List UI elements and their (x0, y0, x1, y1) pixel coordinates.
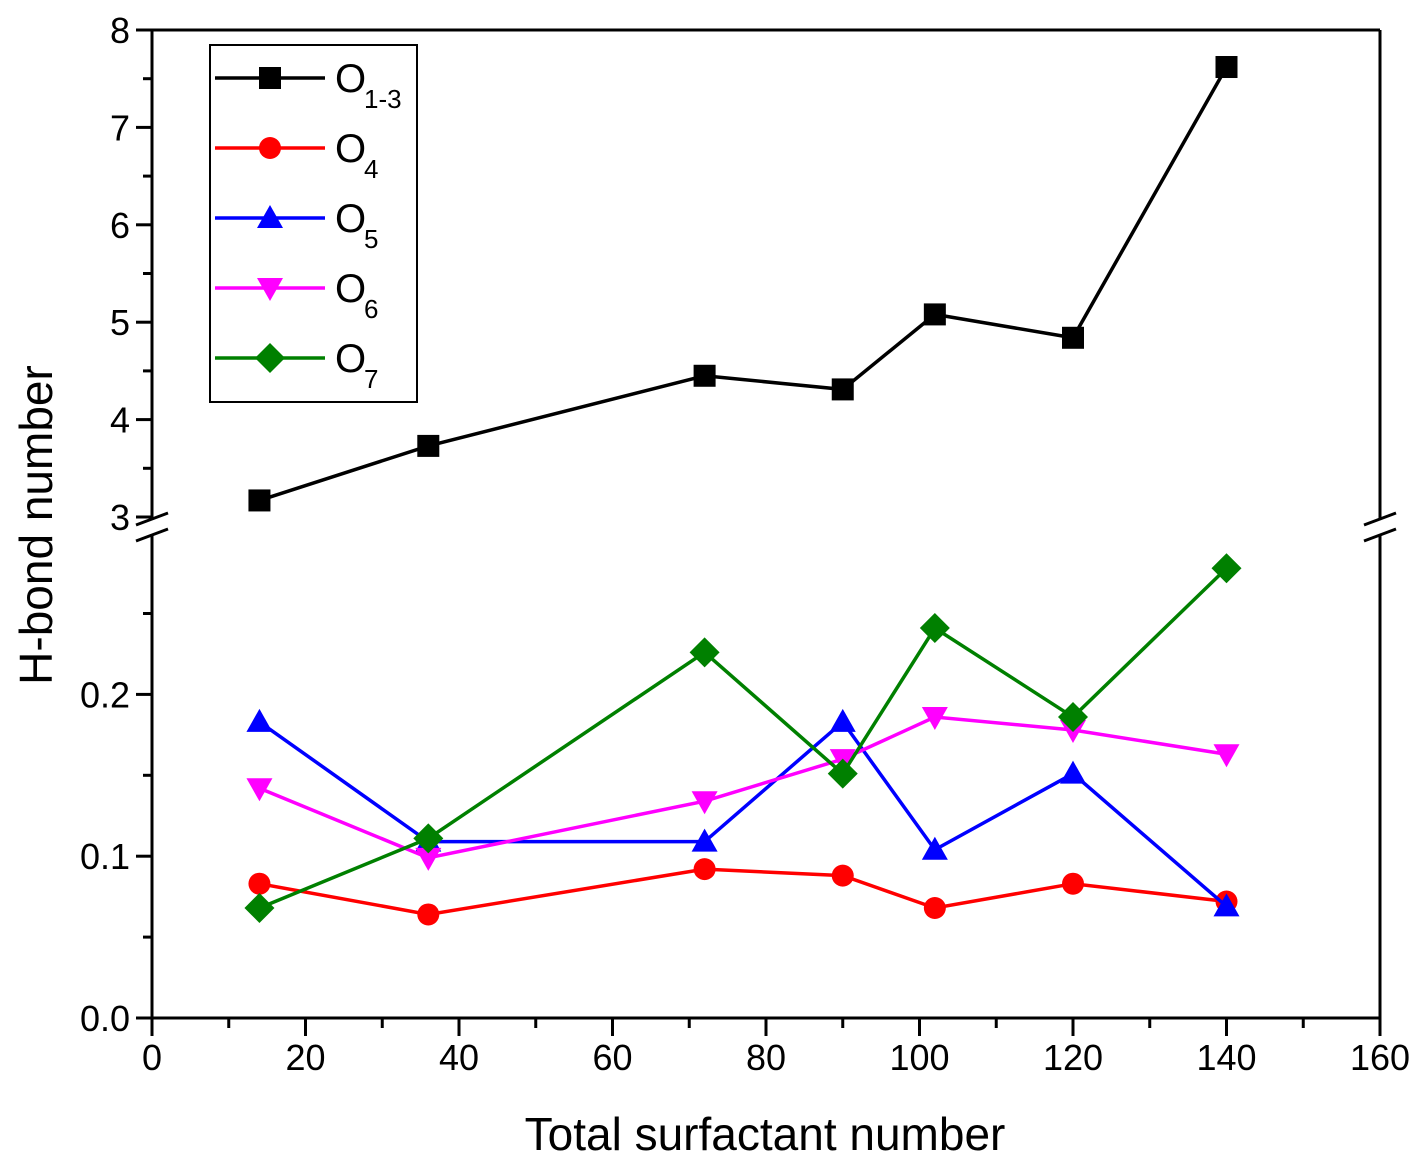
y-tick-label: 7 (110, 107, 130, 148)
x-tick-label: 100 (889, 1037, 949, 1078)
axes-layer: 0 20 40 60 80 100 120 140 160 3 4 5 6 7 8 0.0 0.1 0.2 (80, 10, 1410, 1078)
x-tick-label: 0 (142, 1037, 162, 1078)
x-tick-label: 80 (746, 1037, 786, 1078)
data-point (691, 828, 718, 852)
y-tick-label: 6 (110, 205, 130, 246)
axis-break-right (1363, 511, 1397, 543)
y-tick-label: 8 (110, 10, 130, 51)
legend-subscript: 4 (364, 154, 378, 184)
y-tick-label: 5 (110, 302, 130, 343)
series-line (258, 715, 1227, 860)
data-point (921, 836, 948, 860)
axis-break-left (135, 511, 169, 543)
x-tick-label: 60 (592, 1037, 632, 1078)
legend-subscript: 7 (364, 364, 378, 394)
legend-item: O4 (215, 127, 378, 184)
data-point (921, 707, 948, 731)
legend-item: O1-3 (215, 57, 402, 114)
data-point (831, 378, 854, 401)
data-point (246, 778, 273, 802)
data-point (923, 896, 946, 919)
y-tick-label: 0.0 (80, 998, 130, 1039)
legend-label: O (335, 197, 366, 241)
data-point (417, 434, 440, 457)
x-tick-label: 160 (1350, 1037, 1410, 1078)
y-tick-label: 3 (110, 497, 130, 538)
data-point (691, 791, 718, 815)
legend-label: O (335, 57, 366, 101)
series-O1-3 (248, 56, 1238, 512)
data-point (1211, 553, 1242, 584)
x-tick-label: 140 (1196, 1037, 1256, 1078)
data-point (248, 489, 271, 512)
data-point (693, 858, 716, 881)
legend-marker (259, 67, 281, 89)
x-tick-label: 120 (1043, 1037, 1103, 1078)
data-point (1213, 893, 1240, 917)
data-point (1062, 326, 1084, 349)
series-O4 (248, 858, 1238, 926)
y-tick-label: 4 (110, 400, 130, 441)
legend-marker (259, 137, 281, 159)
legend-box (209, 44, 418, 403)
data-point (831, 864, 854, 887)
data-point (923, 303, 946, 326)
data-point (1215, 56, 1238, 79)
data-point (919, 613, 950, 644)
x-tick-label: 20 (285, 1037, 325, 1078)
legend-marker (257, 278, 283, 301)
x-tick-label: 40 (439, 1037, 479, 1078)
legend-marker (257, 205, 283, 228)
series-O7 (244, 553, 1242, 923)
series-layer (244, 56, 1242, 926)
data-point (248, 872, 271, 895)
data-point (413, 823, 444, 854)
data-point (1062, 872, 1084, 895)
series-line (259, 867, 1227, 917)
data-point (1058, 702, 1088, 733)
data-point (246, 708, 273, 732)
data-point (244, 892, 275, 923)
legend-label: O (335, 127, 366, 171)
data-point (693, 364, 716, 387)
data-point (689, 637, 720, 668)
data-point (417, 903, 440, 926)
data-point (1213, 744, 1240, 768)
x-axis-title: Total surfactant number (525, 1108, 1006, 1160)
legend-item: O5 (215, 197, 378, 254)
legend-item: O6 (215, 267, 378, 324)
legend-label: O (335, 267, 366, 311)
data-point (415, 847, 442, 871)
y-tick-label: 0.2 (80, 674, 130, 715)
series-line (258, 566, 1228, 910)
legend-subscript: 5 (364, 224, 378, 254)
legend-label: O (335, 337, 366, 381)
y-axis-title: H-bond number (10, 365, 62, 685)
legend-marker (255, 343, 285, 373)
legend-item: O7 (215, 337, 378, 394)
legend-subscript: 1-3 (364, 84, 402, 114)
data-point (1060, 760, 1086, 784)
data-point (829, 708, 856, 732)
legend-subscript: 6 (364, 294, 378, 324)
data-point (827, 758, 858, 789)
y-tick-label: 0.1 (80, 836, 130, 877)
